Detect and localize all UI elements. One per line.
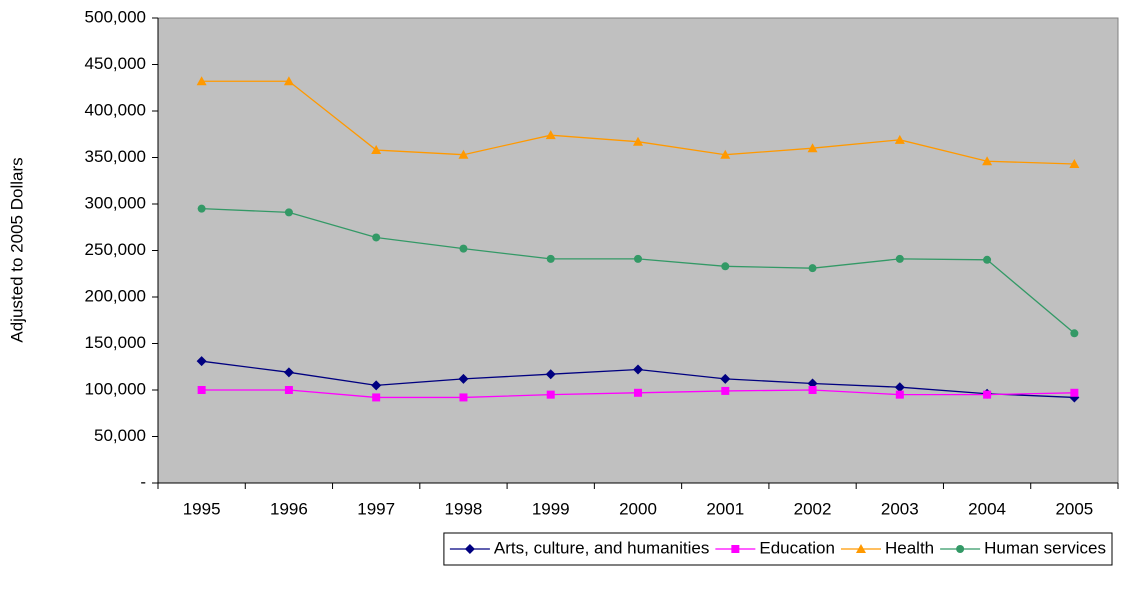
marker (634, 254, 642, 263)
marker (372, 233, 381, 242)
marker (1069, 159, 1080, 169)
legend-item: Arts, culture, and humanities (449, 538, 709, 557)
x-tick-label: 1996 (270, 499, 308, 518)
y-axis-title: Adjusted to 2005 Dollars (7, 157, 26, 342)
marker (983, 390, 992, 399)
y-tick-label: 50,000 (94, 426, 146, 445)
y-tick-label: - (140, 472, 146, 491)
marker (956, 545, 965, 553)
marker (633, 136, 643, 146)
legend-item: Human services (940, 538, 1106, 557)
x-tick-label: 2000 (619, 499, 657, 518)
legend-item: Education (715, 538, 835, 557)
marker (197, 386, 206, 394)
marker (284, 208, 293, 217)
x-tick-label: 2002 (794, 499, 832, 518)
marker (372, 393, 381, 402)
y-tick-label: 150,000 (85, 333, 146, 352)
marker (458, 373, 469, 384)
marker (464, 544, 475, 554)
marker (634, 388, 642, 397)
legend: Arts, culture, and humanities Education He… (443, 532, 1113, 566)
marker (982, 156, 993, 166)
marker (895, 390, 904, 399)
x-tick-label: 2001 (706, 499, 744, 518)
marker (459, 244, 468, 253)
marker (1070, 329, 1079, 338)
legend-label: Arts, culture, and humanities (494, 538, 709, 557)
x-tick-label: 2004 (968, 499, 1006, 518)
x-tick-label: 1995 (183, 499, 221, 518)
marker (371, 145, 382, 155)
x-tick-label: 1999 (532, 499, 570, 518)
legend-item: Health (840, 538, 934, 557)
y-tick-label: 200,000 (85, 286, 146, 305)
legend-label: Education (759, 538, 835, 557)
x-tick-label: 2005 (1055, 499, 1093, 518)
marker (371, 380, 382, 391)
marker (458, 149, 469, 159)
marker (894, 134, 905, 144)
x-tick-label: 1998 (445, 499, 483, 518)
y-tick-label: 250,000 (85, 240, 146, 259)
marker (731, 545, 740, 553)
marker (633, 364, 643, 375)
marker (983, 255, 992, 264)
y-tick-label: 100,000 (85, 379, 146, 398)
y-tick-label: 450,000 (85, 54, 146, 73)
marker (197, 204, 206, 213)
marker (1070, 388, 1079, 397)
marker (895, 254, 904, 263)
legend-label: Health (885, 538, 934, 557)
marker (546, 390, 555, 399)
marker (284, 386, 293, 394)
marker (721, 386, 730, 395)
marker (808, 386, 817, 394)
legend-box (443, 532, 1113, 566)
marker (196, 76, 207, 86)
y-tick-label: 400,000 (85, 100, 146, 119)
y-tick-label: 500,000 (85, 7, 146, 26)
marker (855, 544, 866, 553)
legend-label: Human services (984, 538, 1106, 557)
x-tick-label: 2003 (881, 499, 919, 518)
x-tick-label: 1997 (357, 499, 395, 518)
marker (808, 264, 817, 273)
marker (720, 149, 731, 159)
marker (545, 130, 556, 140)
marker (545, 369, 556, 380)
y-tick-label: 300,000 (85, 193, 146, 212)
marker (196, 356, 207, 367)
marker (283, 367, 294, 378)
marker (807, 143, 818, 153)
marker (459, 393, 468, 402)
marker (807, 378, 818, 389)
marker (894, 382, 905, 393)
plot-area (157, 17, 1119, 484)
marker (546, 254, 555, 263)
y-tick-label: 350,000 (85, 147, 146, 166)
marker (283, 76, 294, 86)
marker (720, 373, 731, 384)
marker (721, 262, 730, 271)
